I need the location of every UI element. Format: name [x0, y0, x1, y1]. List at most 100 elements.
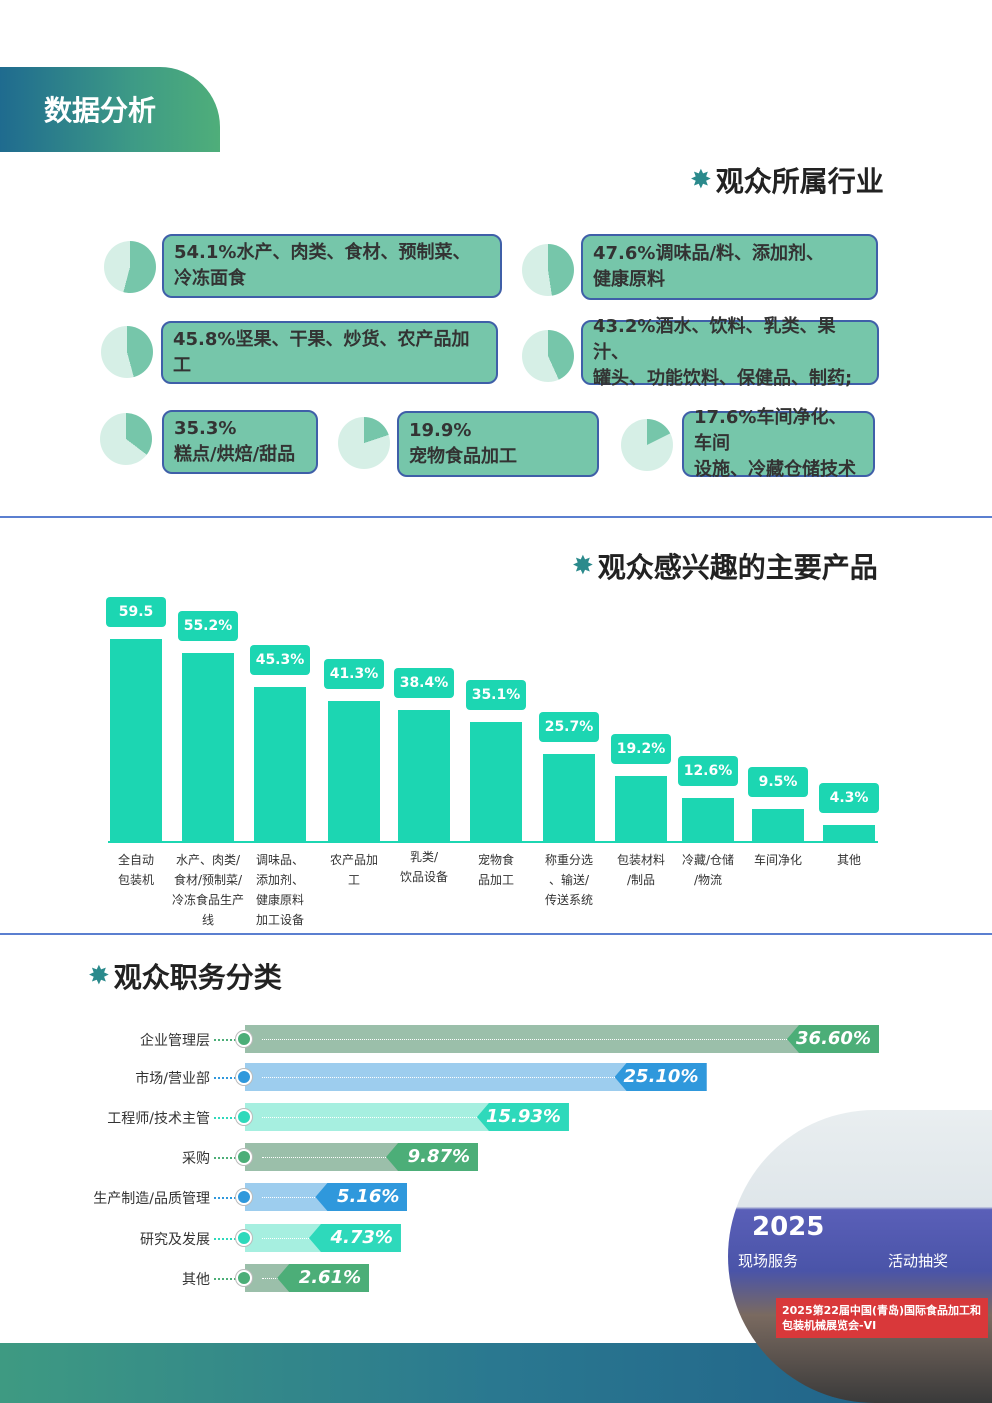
bar-value-label: 38.4% [394, 668, 454, 699]
row-label: 采购 [182, 1151, 210, 1167]
leader-line [214, 1238, 244, 1240]
bar-value-label: 45.3% [250, 644, 310, 675]
bar-value-label: 5.16% [315, 1183, 408, 1211]
industry-line-1: 35.3% [174, 418, 237, 439]
x-tick-label-line: 农产品加 [329, 853, 378, 867]
x-tick-label-line: 食材/预制菜/ [173, 873, 243, 887]
x-tick-label: 乳类/饮品设备 [388, 847, 460, 887]
bullet-icon [236, 1230, 252, 1246]
bar [543, 753, 595, 841]
x-tick-label-line: /物流 [693, 873, 723, 887]
bar-value-label: 19.2% [611, 733, 671, 764]
bar [470, 721, 522, 841]
products-heading: ✸ 观众感兴趣的主要产品 [572, 546, 878, 586]
bullet-icon [236, 1069, 252, 1085]
bar-dots [262, 1117, 481, 1118]
x-tick-label-line: 饮品设备 [399, 870, 448, 884]
industry-line-1: 43.2%酒水、饮料、乳类、果汁、 [593, 315, 836, 363]
bar-dots [262, 1197, 320, 1198]
leader-line [214, 1117, 244, 1119]
bar-dots [262, 1039, 791, 1040]
bar-dots [262, 1238, 313, 1239]
section-banner: 数据分析 [0, 67, 220, 152]
industry-line-2: 冷冻面食 [174, 268, 246, 289]
photo-year: 2025 [752, 1212, 825, 1242]
x-tick-label-line: 、输送/ [548, 873, 590, 887]
x-tick-label: 水产、肉类/食材/预制菜/冷冻食品生产线 [172, 850, 244, 930]
pie-chart-icon [104, 241, 156, 293]
x-tick-label-line: 全自动 [117, 853, 154, 867]
bar [823, 825, 875, 841]
industry-line-2: 糕点/烘焙/甜品 [174, 444, 296, 465]
industry-line-1: 54.1%水产、肉类、食材、预制菜、 [174, 242, 471, 263]
row-label: 其他 [182, 1272, 210, 1288]
event-photo: 2025 现场服务 活动抽奖 2025第22届中国(青岛)国际食品加工和包装机械… [728, 1110, 992, 1403]
bullet-icon [236, 1109, 252, 1125]
bar [752, 808, 804, 841]
positions-title: 观众职务分类 [113, 961, 282, 994]
bar-value-label: 35.1% [466, 679, 526, 710]
x-tick-label: 调味品、 添加剂、 健康原料 加工设备 [244, 850, 316, 930]
industry-line-2: 设施、冷藏仓储技术 [694, 459, 856, 480]
industry-box: 35.3% 糕点/烘焙/甜品 [162, 410, 318, 474]
x-tick-label: 称重分选 、输送/传送系统 [533, 850, 605, 910]
bar-value-label: 55.2% [178, 611, 238, 642]
industry-line-2: 健康原料 [593, 269, 665, 290]
bar-value-label: 12.6% [678, 756, 738, 787]
bullet-icon [236, 1031, 252, 1047]
industry-box: 47.6%调味品/料、添加剂、 健康原料 [581, 234, 878, 300]
x-tick-label-line: 添加剂、 [255, 873, 304, 887]
bar-value-label: 25.7% [539, 711, 599, 742]
photo-banner: 2025第22届中国(青岛)国际食品加工和包装机械展览会-VI [776, 1298, 988, 1338]
x-tick-label-line: 车间净化 [753, 853, 802, 867]
x-tick-label-line: 乳类/ [409, 850, 439, 864]
bar-value-label: 9.87% [386, 1143, 479, 1171]
row-label: 生产制造/品质管理 [93, 1191, 210, 1207]
bar [254, 686, 306, 841]
bar-value-label: 41.3% [324, 658, 384, 689]
row-label: 研究及发展 [140, 1232, 210, 1248]
pie-chart-icon [100, 413, 152, 465]
leader-line [214, 1157, 244, 1159]
industry-line-1: 19.9% [409, 420, 472, 441]
bar [398, 710, 450, 841]
x-axis [108, 841, 878, 843]
x-tick-label-line: 线 [201, 913, 214, 927]
x-tick-label-line: 冷冻食品生产 [172, 893, 245, 907]
star-icon: ✸ [88, 961, 110, 991]
industry-title: 观众所属行业 [715, 165, 884, 198]
x-tick-label-line: 其他 [836, 853, 861, 867]
industry-line-1: 45.8%坚果、干果、炒货、农产品加工 [173, 328, 470, 376]
x-tick-label-line: 包装材料 [616, 853, 665, 867]
bar-value-label: 2.61% [277, 1264, 370, 1292]
pie-chart-icon [522, 330, 574, 382]
bar-value-label: 4.73% [308, 1224, 401, 1252]
bar-value-label: 4.3% [819, 783, 879, 813]
bar-value-label: 36.60% [787, 1025, 879, 1053]
bullet-icon [236, 1270, 252, 1286]
banner-title: 数据分析 [44, 94, 157, 127]
row-label: 市场/营业部 [135, 1071, 210, 1087]
row-label: 企业管理层 [140, 1033, 210, 1049]
leader-line [214, 1077, 244, 1079]
industry-box: 17.6%车间净化、车间设施、冷藏仓储技术 [682, 407, 875, 480]
x-tick-label-line: 水产、肉类/ [175, 853, 241, 867]
x-tick-label-line: 宠物食 [477, 853, 514, 867]
pie-chart-icon [522, 244, 574, 296]
x-tick-label: 农产品加工 [318, 850, 390, 890]
industry-heading: ✸ 观众所属行业 [690, 160, 884, 200]
x-tick-label-line: 冷藏/仓储 [681, 853, 735, 867]
products-title: 观众感兴趣的主要产品 [597, 551, 878, 584]
divider [0, 933, 992, 935]
industry-line-2: 宠物食品加工 [409, 446, 517, 467]
x-tick-label-line: 调味品、 [255, 853, 304, 867]
leader-line [214, 1197, 244, 1199]
x-tick-label: 其他 [813, 850, 885, 870]
industry-line-1: 17.6%车间净化、车间 [694, 407, 847, 454]
bullet-icon [236, 1189, 252, 1205]
x-tick-label-line: /制品 [626, 873, 656, 887]
bar-value-label: 9.5% [748, 766, 808, 797]
x-tick-label: 车间净化 [742, 850, 814, 870]
pie-chart-icon [338, 417, 390, 469]
bullet-icon [236, 1149, 252, 1165]
